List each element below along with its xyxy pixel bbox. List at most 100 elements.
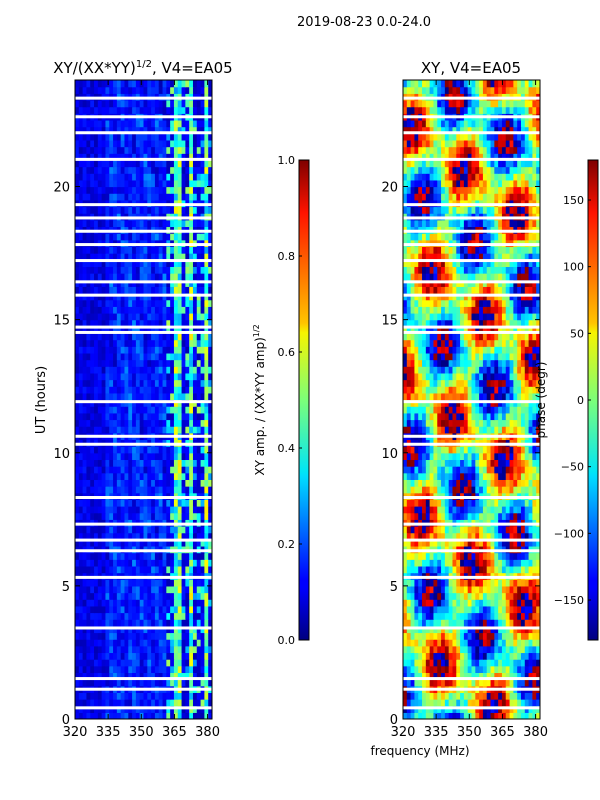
heatmap-cell — [75, 466, 80, 474]
heatmap-cell — [75, 472, 80, 480]
heatmap-cell — [177, 612, 183, 620]
heatmap-cell — [460, 619, 465, 627]
heatmap-cell — [456, 479, 461, 487]
heatmap-cell — [116, 173, 122, 181]
heatmap-cell — [501, 619, 507, 627]
ut-axis-label: UT (hours) — [34, 366, 49, 434]
heatmap-cell — [82, 179, 88, 188]
heatmap-cell — [158, 499, 164, 507]
heatmap-cell — [151, 579, 156, 587]
heatmap-cell — [196, 352, 202, 361]
heatmap-cell — [177, 166, 183, 174]
heatmap-cell — [441, 539, 446, 547]
heatmap-cell — [441, 585, 446, 594]
heatmap-cell — [501, 632, 507, 640]
heatmap-cell — [208, 506, 212, 514]
heatmap-cell — [120, 266, 126, 274]
heatmap-cell — [429, 605, 435, 614]
heatmap-cell — [109, 639, 114, 647]
heatmap-cell — [75, 679, 80, 687]
heatmap-cell — [196, 233, 202, 241]
heatmap-cell — [200, 153, 205, 161]
heatmap-cell — [173, 652, 179, 660]
heatmap-cell — [509, 506, 514, 514]
heatmap-cell — [94, 166, 99, 174]
heatmap-cell — [143, 253, 148, 261]
heatmap-cell — [208, 339, 212, 347]
heatmap-cell — [418, 552, 423, 560]
heatmap-cell — [90, 532, 95, 540]
heatmap-cell — [513, 645, 518, 654]
heatmap-cell — [460, 525, 465, 534]
heatmap-cell — [132, 612, 137, 620]
heatmap-cell — [200, 332, 205, 341]
heatmap-cell — [498, 539, 503, 547]
heatmap-cell — [154, 366, 160, 374]
heatmap-cell — [147, 412, 152, 421]
heatmap-cell — [147, 266, 152, 274]
heatmap-cell — [498, 452, 503, 461]
heatmap-cell — [437, 712, 442, 719]
heatmap-cell — [517, 499, 522, 507]
heatmap-cell — [128, 80, 133, 88]
heatmap-cell — [90, 712, 95, 719]
heatmap-cell — [200, 406, 205, 414]
heatmap-cell — [517, 466, 522, 474]
heatmap-cell — [429, 486, 435, 494]
heatmap-cell — [452, 486, 457, 494]
heatmap-cell — [204, 326, 209, 334]
heatmap-cell — [78, 426, 84, 434]
heatmap-cell — [154, 326, 160, 334]
heatmap-cell — [128, 559, 133, 567]
heatmap-cell — [532, 605, 537, 614]
heatmap-cell — [151, 139, 156, 148]
heatmap-cell — [120, 525, 126, 534]
heatmap-cell — [200, 193, 205, 201]
heatmap-cell — [101, 173, 107, 181]
heatmap-cell — [482, 599, 488, 607]
heatmap-cell — [498, 486, 503, 494]
heatmap-cell — [185, 332, 190, 341]
heatmap-cell — [524, 479, 530, 487]
heatmap-cell — [151, 665, 156, 674]
heatmap-cell — [120, 459, 126, 467]
heatmap-cell — [147, 585, 152, 594]
heatmap-cell — [200, 512, 205, 520]
heatmap-cell — [78, 299, 84, 307]
heatmap-cell — [128, 565, 133, 574]
heatmap-cell — [173, 592, 179, 600]
heatmap-cell — [181, 266, 186, 274]
heatmap-cell — [113, 426, 118, 434]
heatmap-cell — [132, 525, 137, 534]
heatmap-cell — [143, 426, 148, 434]
heatmap-cell — [124, 652, 129, 660]
heatmap-cell — [158, 605, 164, 614]
heatmap-cell — [94, 552, 99, 560]
heatmap-cell — [158, 479, 164, 487]
heatmap-cell — [479, 565, 484, 574]
heatmap-cell — [200, 259, 205, 267]
heatmap-cell — [429, 645, 435, 654]
heatmap-cell — [82, 426, 88, 434]
heatmap-cell — [90, 306, 95, 314]
heatmap-cell — [135, 565, 141, 574]
heatmap-cell — [113, 166, 118, 174]
heatmap-cell — [456, 592, 461, 600]
heatmap-cell — [208, 639, 212, 647]
heatmap-cell — [154, 386, 160, 394]
heatmap-cell — [139, 512, 145, 520]
heatmap-cell — [471, 599, 476, 607]
heatmap-cell — [113, 452, 118, 461]
heatmap-cell — [139, 86, 145, 94]
heatmap-cell — [463, 632, 469, 640]
heatmap-cell — [403, 645, 408, 654]
heatmap-cell — [433, 672, 438, 680]
heatmap-cell — [200, 699, 205, 707]
heatmap-cell — [139, 106, 145, 114]
heatmap-cell — [467, 525, 473, 534]
heatmap-cell — [151, 459, 156, 467]
heatmap-cell — [90, 446, 95, 454]
flagged-gap — [75, 434, 212, 438]
heatmap-cell — [158, 286, 164, 294]
heatmap-cell — [86, 139, 91, 148]
